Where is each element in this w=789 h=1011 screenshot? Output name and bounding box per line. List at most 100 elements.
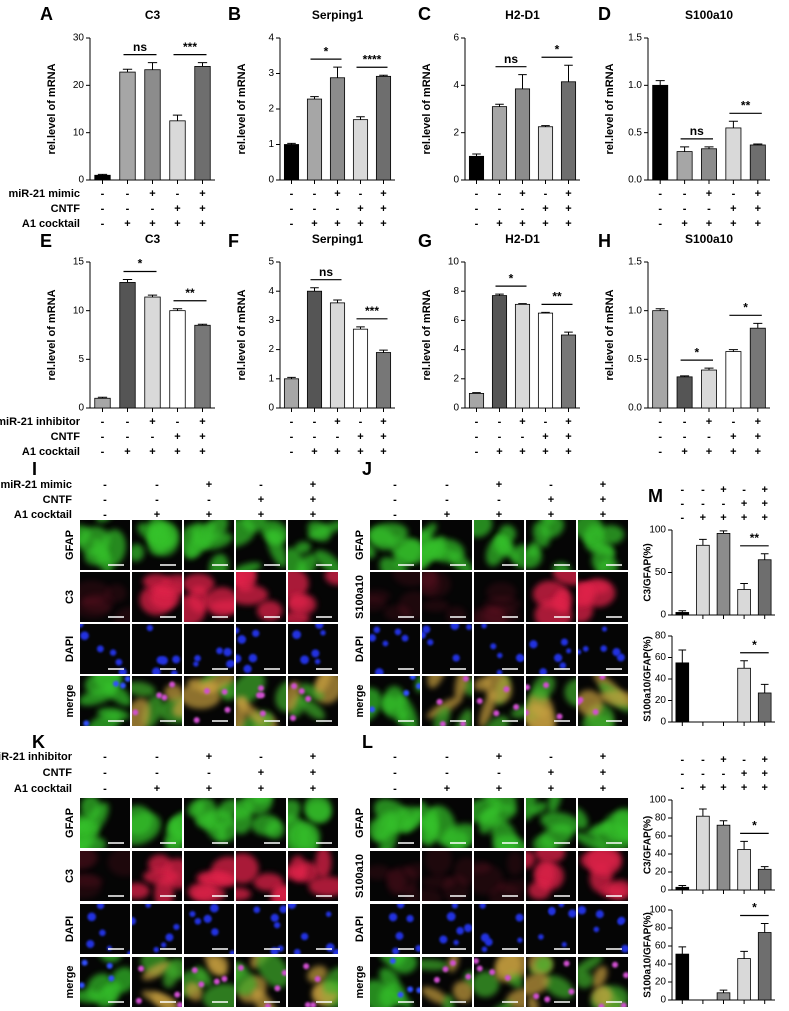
cell: [392, 572, 420, 587]
micrograph: [132, 676, 182, 726]
condition-sign: +: [149, 188, 155, 200]
cell: [398, 591, 420, 620]
condition-sign: -: [290, 218, 294, 230]
nucleus: [304, 1001, 311, 1007]
condition-sign: +: [700, 782, 706, 794]
condition-sign: -: [544, 188, 548, 200]
y-tick-label: 80: [655, 923, 667, 934]
row-label: DAPI: [354, 636, 366, 662]
nucleus: [288, 904, 297, 909]
cell: [148, 520, 167, 540]
y-tick-label: 1.0: [628, 305, 642, 316]
micrograph: [474, 798, 524, 848]
micrograph: [184, 676, 234, 726]
cell: [592, 965, 608, 988]
nucleus: [568, 988, 575, 995]
condition-sign: +: [600, 767, 606, 779]
cell: [164, 684, 182, 702]
nucleus: [407, 986, 414, 993]
bar: [537, 126, 554, 181]
micrograph: [422, 572, 472, 622]
y-tick-label: 4: [453, 344, 459, 355]
nucleus: [526, 709, 530, 716]
cell: [586, 851, 623, 876]
condition-sign: -: [742, 754, 746, 766]
micrograph: [578, 572, 628, 622]
nucleus: [281, 969, 286, 976]
micrograph-background: [236, 624, 286, 674]
error-bar: [97, 396, 108, 399]
micrograph: [526, 957, 576, 1007]
nucleus: [145, 904, 152, 908]
condition-sign: -: [290, 446, 294, 458]
nucleus: [370, 634, 377, 642]
condition-sign: +: [741, 498, 747, 510]
condition-sign: +: [681, 218, 687, 230]
nucleus: [156, 692, 163, 699]
nucleus: [193, 717, 200, 724]
y-axis-label: S100a10/GFAP(%): [643, 912, 654, 998]
cell: [250, 957, 274, 969]
nucleus: [332, 949, 338, 954]
condition-sign: -: [151, 203, 155, 215]
condition-sign: +: [496, 509, 502, 521]
significance-label: ns: [504, 52, 518, 66]
cell: [80, 989, 102, 1004]
condition-sign: +: [548, 767, 554, 779]
cell: [236, 562, 262, 570]
error-bar: [356, 326, 365, 330]
bar: [737, 589, 751, 616]
condition-sign: +: [310, 767, 316, 779]
error-bar: [760, 683, 769, 693]
y-axis-label: C3/GFAP(%): [643, 816, 654, 874]
error-bar: [97, 173, 108, 176]
cell: [103, 981, 122, 1004]
panel-letter: H: [598, 231, 611, 251]
y-tick-label: 15: [73, 257, 85, 268]
micrograph: [288, 676, 338, 726]
condition-sign: -: [103, 767, 107, 779]
condition-sign: +: [600, 479, 606, 491]
condition-sign: -: [732, 188, 736, 200]
nucleus: [198, 981, 205, 988]
condition-sign: -: [701, 754, 705, 766]
nucleus: [203, 687, 210, 694]
condition-sign: -: [683, 188, 687, 200]
cell: [202, 983, 234, 1007]
nucleus: [450, 624, 460, 630]
nucleus: [559, 662, 567, 669]
nucleus: [566, 648, 572, 654]
condition-sign: -: [701, 484, 705, 496]
nucleus: [170, 670, 178, 674]
cell: [80, 814, 90, 834]
condition-sign: +: [542, 218, 548, 230]
nucleus: [138, 965, 145, 972]
micrograph: [236, 676, 286, 726]
bar: [725, 351, 742, 409]
condition-sign: -: [313, 416, 317, 428]
y-tick-label: 6: [453, 315, 459, 326]
error-bar: [719, 530, 728, 534]
error-bar: [287, 376, 296, 379]
bar: [352, 119, 369, 181]
cell: [142, 961, 171, 981]
y-tick-label: 100: [649, 795, 666, 806]
condition-sign: -: [151, 431, 155, 443]
cell: [479, 805, 499, 834]
error-bar: [760, 923, 769, 933]
condition-sign: +: [310, 494, 316, 506]
y-tick-label: 5: [268, 257, 274, 268]
nucleus: [529, 640, 538, 649]
nucleus: [237, 635, 247, 644]
cell: [200, 676, 232, 686]
error-bar: [704, 146, 714, 149]
cell: [578, 832, 609, 848]
nucleus: [257, 685, 264, 692]
cell: [534, 851, 566, 863]
cell: [132, 543, 145, 562]
nucleus: [460, 720, 467, 726]
nucleus: [578, 905, 587, 915]
y-tick-label: 1.5: [628, 257, 642, 268]
row-label: merge: [64, 684, 76, 717]
condition-sign: +: [174, 431, 180, 443]
